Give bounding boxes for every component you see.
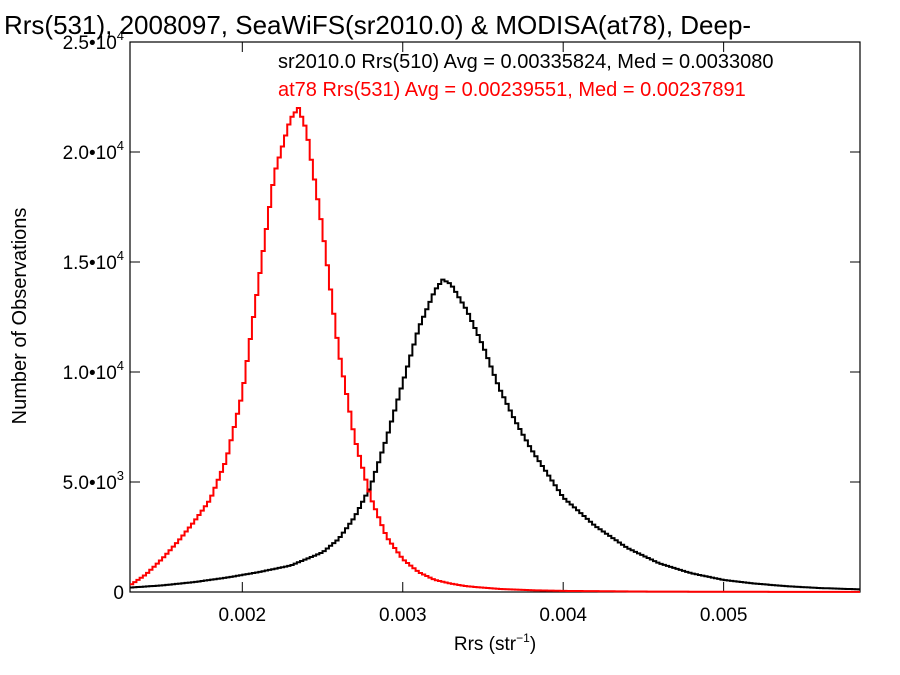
y-tick-label-base: 1.0•10 (63, 363, 117, 384)
x-tick-label: 0.005 (700, 605, 748, 626)
x-axis-label: Rrs (str−1) (454, 631, 536, 655)
y-tick-label-base: 1.5•10 (63, 253, 117, 274)
x-tick-label: 0.003 (379, 605, 427, 626)
x-tick-label: 0.002 (219, 605, 267, 626)
y-tick-label-exponent: 4 (117, 28, 124, 43)
x-tick-label: 0.004 (539, 605, 587, 626)
series-at78-line (130, 107, 860, 593)
y-tick-label: 0 (113, 583, 124, 604)
plot-frame (129, 41, 861, 593)
annotation-sr2010: sr2010.0 Rrs(510) Avg = 0.00335824, Med … (278, 51, 774, 73)
y-tick-label: 2.5•104 (63, 28, 124, 54)
y-tick-label: 5.0•103 (63, 468, 124, 494)
y-tick-label: 1.0•104 (63, 358, 124, 384)
y-axis-label: Number of Observations (9, 208, 31, 425)
x-axis-label-close: ) (530, 634, 536, 655)
y-tick-label: 2.0•104 (63, 138, 124, 164)
y-tick-label-base: 5.0•10 (63, 473, 117, 494)
y-tick-label-base: 2.0•10 (63, 143, 117, 164)
y-tick-label-exponent: 3 (117, 468, 124, 483)
x-axis: 0.002 0.003 0.004 0.005 (219, 42, 748, 626)
x-axis-label-sup: −1 (516, 631, 530, 645)
x-axis-label-text: Rrs (str (454, 634, 517, 655)
y-tick-label-exponent: 4 (117, 358, 124, 373)
chart-title: Rrs(531), 2008097, SeaWiFS(sr2010.0) & M… (4, 10, 751, 40)
series-sr2010-line (130, 278, 860, 591)
y-tick-label-exponent: 4 (117, 138, 124, 153)
y-tick-label-exponent: 4 (117, 248, 124, 263)
annotation-at78: at78 Rrs(531) Avg = 0.00239551, Med = 0.… (278, 79, 746, 101)
y-tick-label: 1.5•104 (63, 248, 124, 274)
y-tick-label-base: 0 (113, 583, 124, 604)
y-tick-label-base: 2.5•10 (63, 33, 117, 54)
